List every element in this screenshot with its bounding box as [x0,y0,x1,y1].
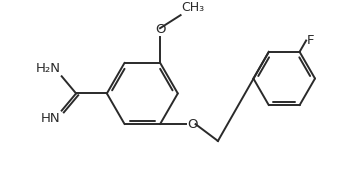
Text: O: O [155,23,165,36]
Text: CH₃: CH₃ [182,1,205,14]
Text: O: O [187,118,198,131]
Text: H₂N: H₂N [36,62,61,75]
Text: HN: HN [41,112,61,125]
Text: F: F [307,34,315,47]
